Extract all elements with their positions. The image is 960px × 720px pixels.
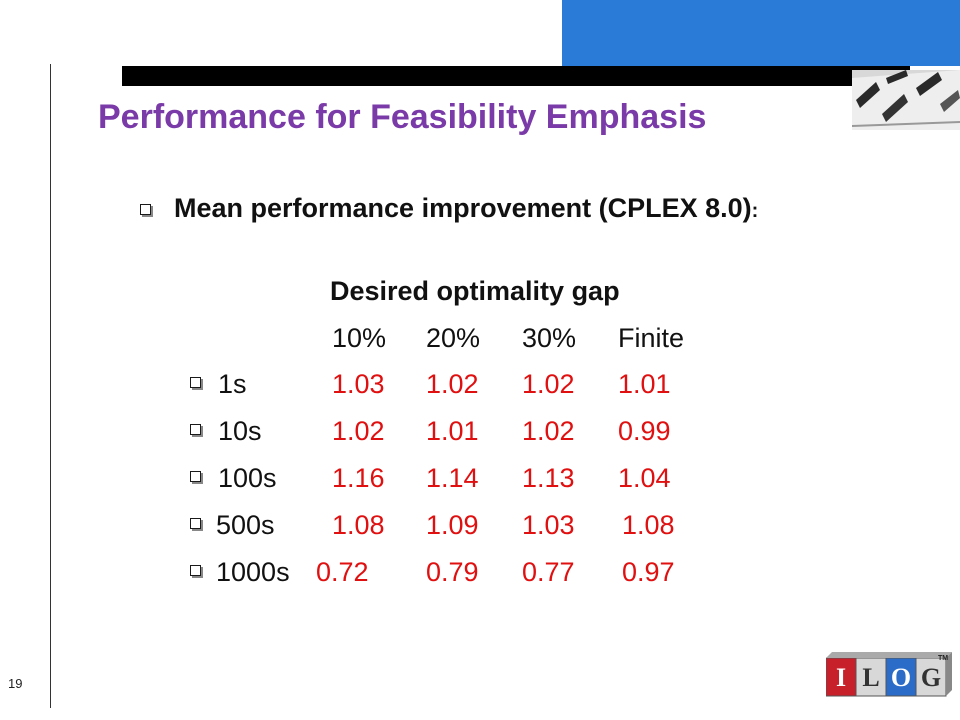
row-label: 1000s xyxy=(216,557,290,587)
subtitle-colon: : xyxy=(751,200,759,222)
table-cell: 0.79 xyxy=(426,557,479,587)
column-header: Finite xyxy=(618,323,685,353)
column-header: 30% xyxy=(522,323,577,353)
table-cell: 1.08 xyxy=(332,510,385,540)
logo-letter: G xyxy=(921,663,941,692)
logo-trademark: TM xyxy=(938,655,948,662)
table-cell: 1.02 xyxy=(426,369,479,399)
logo-letter: L xyxy=(862,663,879,692)
table-cell: 1.08 xyxy=(622,510,675,540)
row-label: 1s xyxy=(218,369,247,399)
table-header: Desired optimality gap xyxy=(330,276,620,306)
slide-number: 19 xyxy=(8,676,23,691)
checkbox-bullet-icon xyxy=(190,565,201,576)
subtitle-text: Mean performance improvement (CPLEX 8.0) xyxy=(174,193,752,223)
table-cell: 1.01 xyxy=(618,369,671,399)
table-cell: 1.13 xyxy=(522,463,575,493)
checkbox-bullet-icon xyxy=(140,204,151,215)
table-cell: 1.14 xyxy=(426,463,479,493)
table-cell: 1.04 xyxy=(618,463,671,493)
table-cell: 1.02 xyxy=(332,416,385,446)
column-header: 20% xyxy=(426,323,481,353)
checkbox-bullet-icon xyxy=(190,471,201,482)
checkbox-bullet-icon xyxy=(190,377,201,388)
table-cell: 1.09 xyxy=(426,510,479,540)
column-header: 10% xyxy=(332,323,387,353)
table-cell: 1.02 xyxy=(522,416,575,446)
row-label: 10s xyxy=(218,416,262,446)
logo-letter: I xyxy=(836,663,846,692)
table-cell: 1.01 xyxy=(426,416,479,446)
table-cell: 1.16 xyxy=(332,463,385,493)
table-cell: 1.03 xyxy=(332,369,385,399)
subtitle: Mean performance improvement (CPLEX 8.0)… xyxy=(174,193,758,224)
header-bar xyxy=(122,66,910,86)
table-cell: 1.02 xyxy=(522,369,575,399)
table-cell: 0.97 xyxy=(622,557,675,587)
building-photo xyxy=(852,70,960,130)
checkbox-bullet-icon xyxy=(190,424,201,435)
left-margin-rule xyxy=(50,64,51,708)
table-cell: 1.03 xyxy=(522,510,575,540)
row-label: 500s xyxy=(216,510,275,540)
slide-title: Performance for Feasibility Emphasis xyxy=(98,98,707,136)
ilog-logo: I L O G TM xyxy=(826,652,952,697)
row-label: 100s xyxy=(218,463,277,493)
table-cell: 0.77 xyxy=(522,557,575,587)
table-cell: 0.99 xyxy=(618,416,671,446)
checkbox-bullet-icon xyxy=(190,518,201,529)
header-accent-block xyxy=(562,0,960,66)
table-cell: 0.72 xyxy=(316,557,369,587)
logo-letter: O xyxy=(891,663,911,692)
